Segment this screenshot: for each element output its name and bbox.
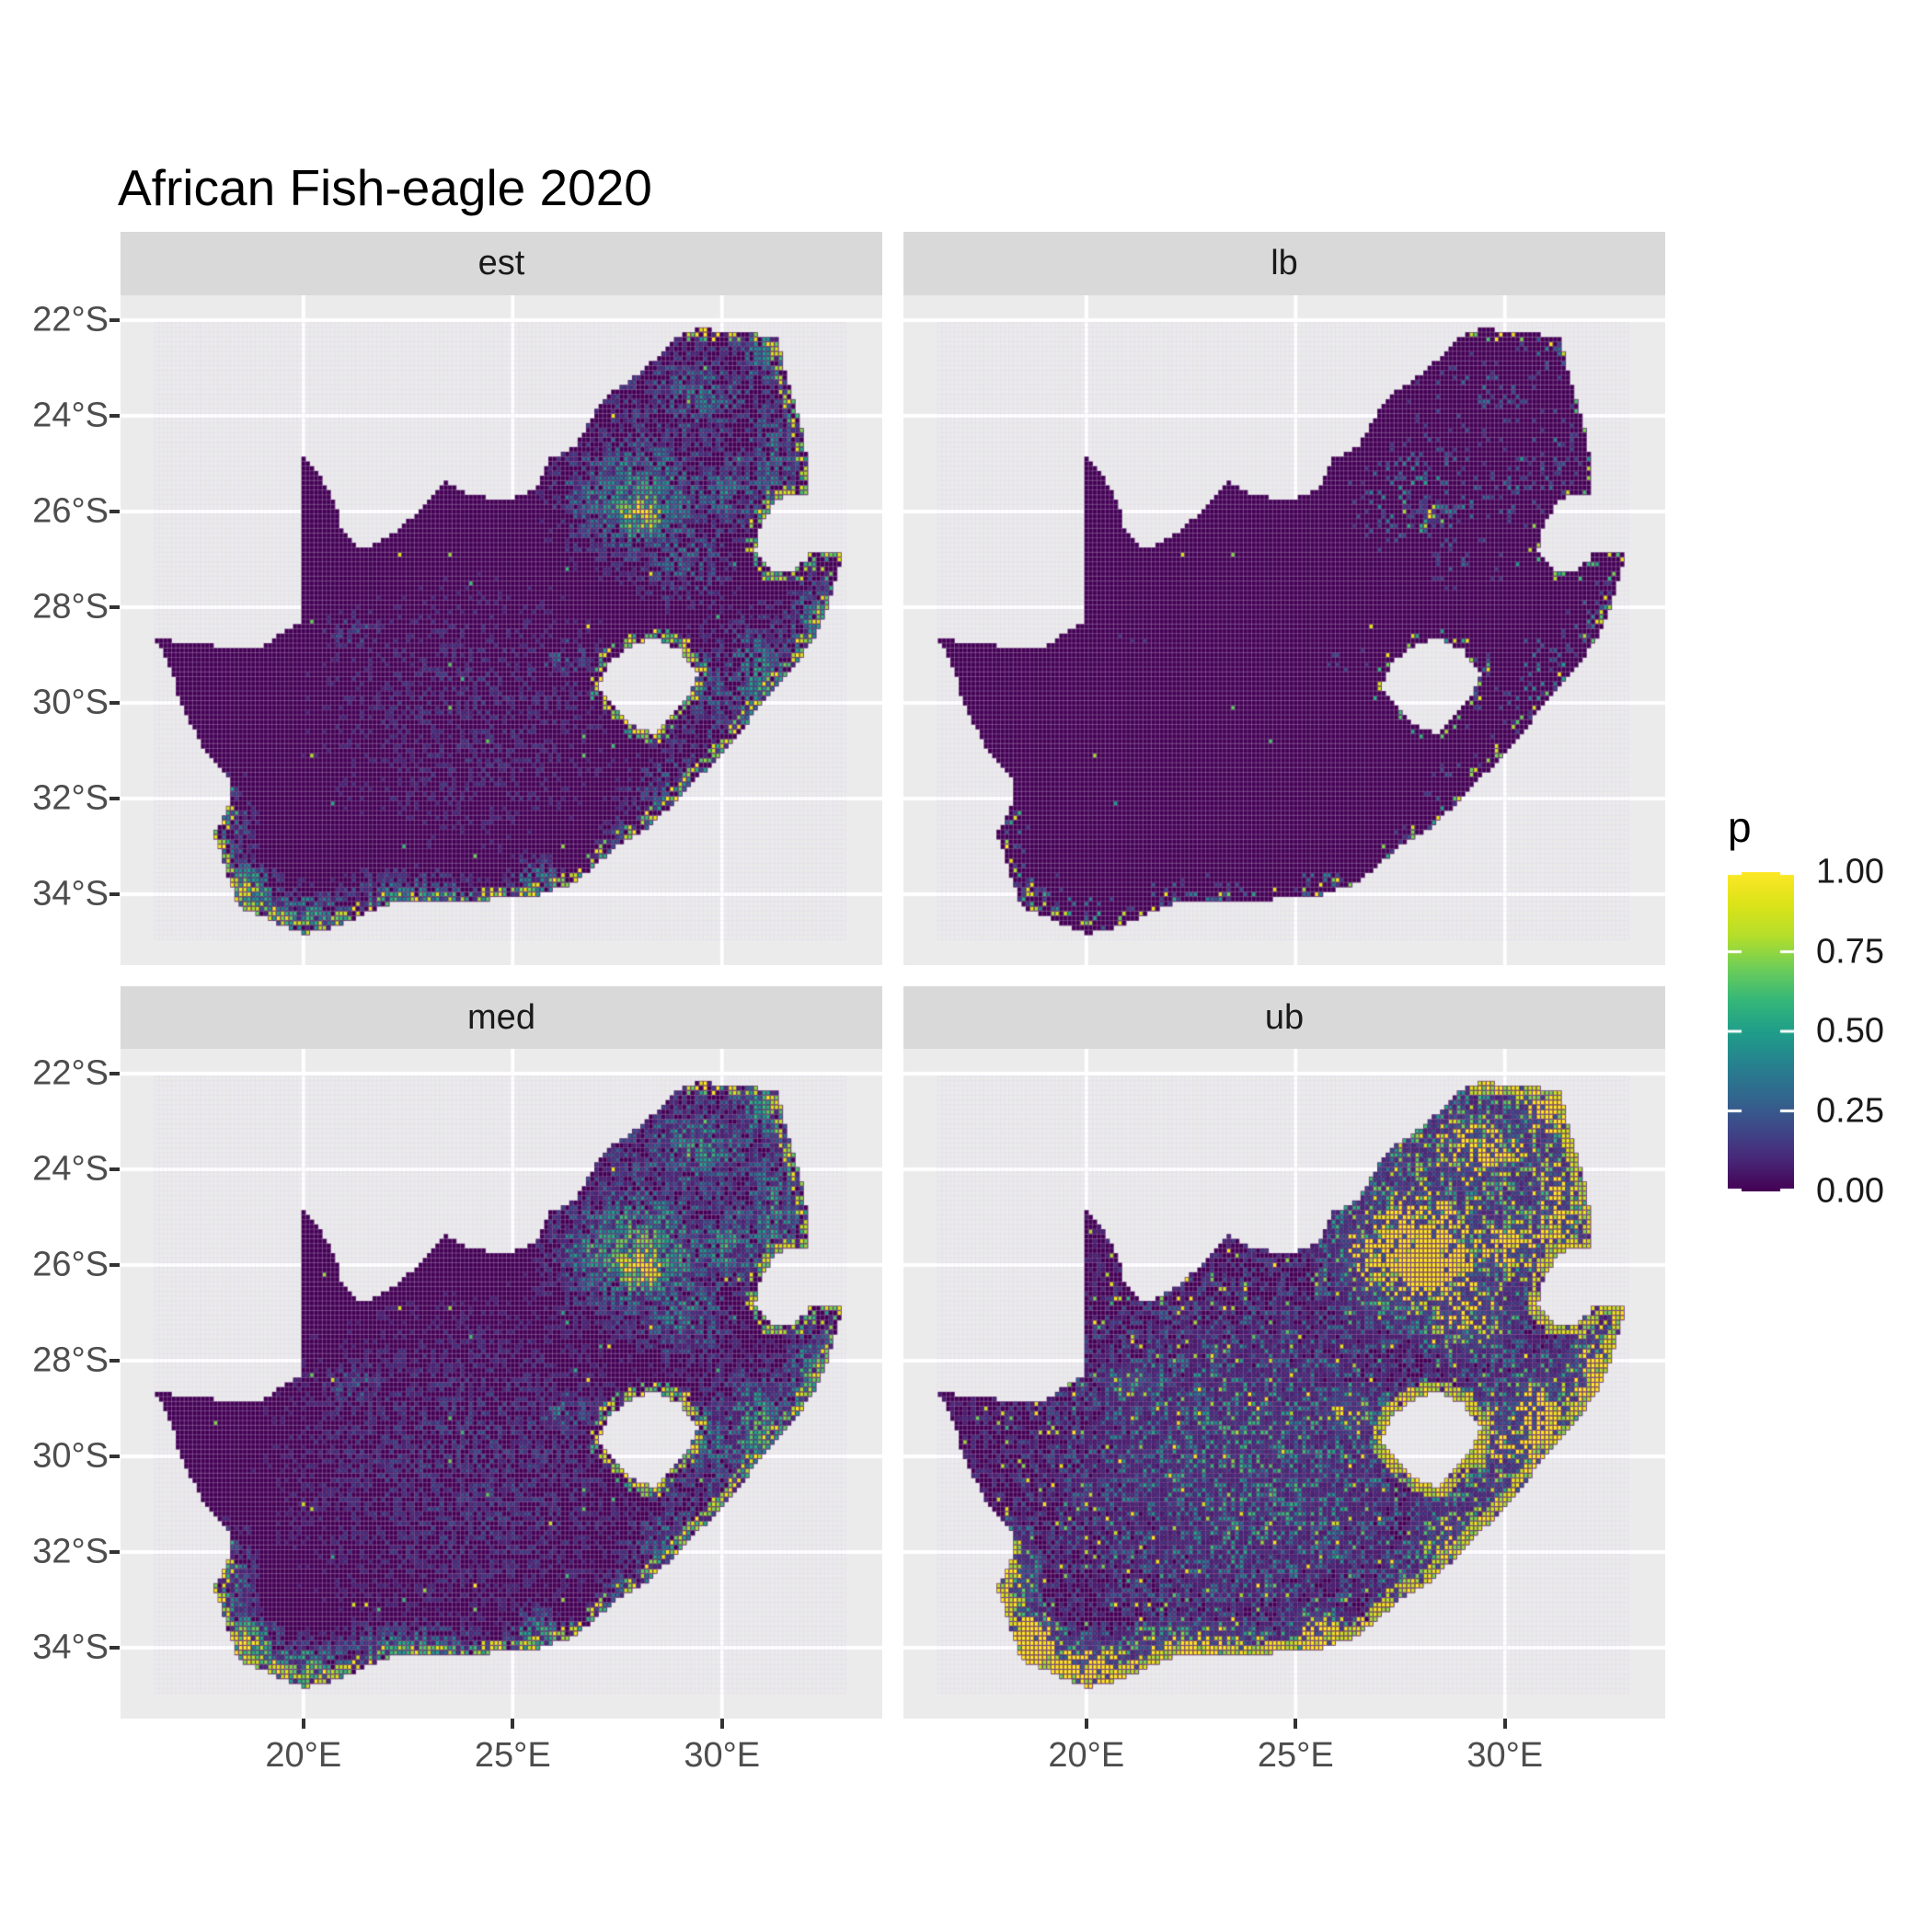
y-axis-tick	[109, 414, 120, 419]
y-axis-tick	[109, 510, 120, 514]
y-axis-tick	[109, 1646, 120, 1650]
y-axis-tick	[109, 701, 120, 706]
x-axis-tick	[1294, 1719, 1298, 1729]
facet-strip-med: med	[121, 986, 882, 1049]
x-axis-label: 20°E	[1048, 1736, 1125, 1775]
y-axis-tick	[109, 1072, 120, 1076]
y-axis-label: 30°S	[32, 683, 109, 722]
legend-tick-label: 0.75	[1816, 932, 1884, 972]
legend-tick-label: 0.00	[1816, 1171, 1884, 1211]
map-panel-med	[121, 1049, 882, 1719]
y-axis-tick	[109, 1263, 120, 1268]
facet-strip-ub: ub	[903, 986, 1665, 1049]
y-axis-tick	[109, 318, 120, 323]
y-axis-label: 22°S	[32, 1053, 109, 1093]
y-axis-tick	[109, 1455, 120, 1459]
x-axis-label: 30°E	[684, 1736, 761, 1775]
x-axis-tick	[719, 1719, 724, 1729]
y-axis-label: 32°S	[32, 1532, 109, 1571]
facet-strip-lb: lb	[903, 232, 1665, 295]
x-axis-tick	[1502, 1719, 1507, 1729]
facet-strip-label: lb	[1271, 244, 1298, 282]
y-axis-label: 22°S	[32, 300, 109, 339]
y-axis-label: 32°S	[32, 778, 109, 818]
facet-strip-label: med	[467, 997, 535, 1037]
x-axis-label: 20°E	[265, 1736, 342, 1775]
y-axis-label: 24°S	[32, 1149, 109, 1189]
y-axis-tick	[109, 1550, 120, 1555]
y-axis-label: 34°S	[32, 874, 109, 914]
x-axis-label: 30°E	[1466, 1736, 1544, 1775]
y-axis-tick	[109, 892, 120, 897]
facet-strip-est: est	[121, 232, 882, 295]
y-axis-tick	[109, 605, 120, 610]
map-panel-ub	[903, 1049, 1665, 1719]
y-axis-label: 26°S	[32, 491, 109, 531]
legend-colorbar	[1728, 872, 1794, 1191]
page-title: African Fish-eagle 2020	[118, 159, 652, 216]
y-axis-tick	[109, 1359, 120, 1363]
map-panel-lb	[903, 295, 1665, 965]
y-axis-tick	[109, 1167, 120, 1172]
y-axis-label: 28°S	[32, 1340, 109, 1380]
map-panel-est	[121, 295, 882, 965]
x-axis-label: 25°E	[1257, 1736, 1334, 1775]
legend-title: p	[1728, 803, 1752, 851]
facet-strip-label: est	[477, 244, 525, 282]
y-axis-label: 24°S	[32, 396, 109, 435]
facet-strip-label: ub	[1264, 997, 1305, 1037]
x-axis-tick	[1084, 1719, 1088, 1729]
x-axis-label: 25°E	[474, 1736, 551, 1775]
y-axis-label: 34°S	[32, 1627, 109, 1667]
x-axis-tick	[301, 1719, 305, 1729]
legend-tick-label: 0.25	[1816, 1091, 1884, 1131]
legend-tick-label: 1.00	[1816, 852, 1884, 891]
y-axis-label: 30°S	[32, 1436, 109, 1476]
y-axis-label: 28°S	[32, 587, 109, 627]
x-axis-tick	[511, 1719, 515, 1729]
legend-tick-label: 0.50	[1816, 1011, 1884, 1051]
y-axis-label: 26°S	[32, 1245, 109, 1284]
y-axis-tick	[109, 797, 120, 801]
